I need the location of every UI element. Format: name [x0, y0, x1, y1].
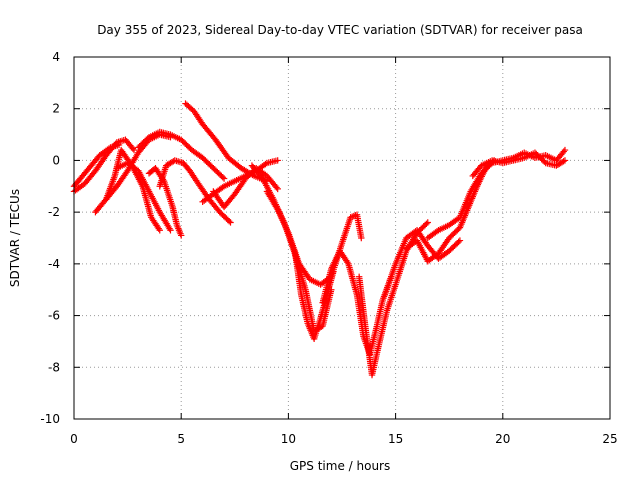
series-arc-11 — [210, 164, 281, 211]
data-point — [456, 237, 464, 244]
data-point — [115, 141, 123, 149]
data-point — [178, 232, 185, 239]
data-point — [167, 227, 174, 234]
data-point — [274, 185, 281, 193]
data-point — [274, 157, 281, 164]
y-tick-label: -10 — [40, 412, 60, 426]
series-arc-20 — [469, 149, 569, 180]
data-point — [130, 146, 138, 154]
series-arc-7 — [156, 157, 234, 226]
plot-frame — [73, 56, 611, 420]
y-axis-label: SDTVAR / TECUs — [8, 189, 22, 287]
data-point — [129, 145, 137, 152]
y-tick-label: 2 — [52, 102, 60, 116]
series-arc-4 — [135, 128, 228, 182]
data-point — [156, 227, 163, 234]
data-point — [273, 184, 280, 191]
data-point — [424, 219, 431, 226]
x-tick-label: 0 — [70, 432, 78, 446]
data-point — [225, 217, 233, 225]
data-point — [455, 238, 462, 246]
data-point — [219, 174, 226, 181]
y-tick-label: 0 — [52, 153, 60, 167]
series-arc-6 — [102, 146, 163, 234]
x-tick-label: 10 — [281, 432, 296, 446]
data-point — [227, 219, 234, 226]
y-tick-label: -2 — [48, 205, 60, 219]
axes: 0 5 10 15 20 25 -10 -8 -6 -4 -2 0 2 4 — [40, 50, 617, 446]
data-point — [560, 148, 567, 155]
x-axis-label: GPS time / hours — [290, 459, 391, 473]
data-point — [358, 234, 365, 242]
x-tick-label: 25 — [602, 432, 617, 446]
data-point — [262, 160, 269, 168]
x-tick-label: 20 — [495, 432, 510, 446]
series-arc-12 — [248, 162, 335, 335]
series-arc-17 — [381, 227, 464, 299]
x-tick-label: 5 — [177, 432, 185, 446]
data-point — [219, 184, 226, 191]
x-tick-label: 15 — [388, 432, 403, 446]
y-tick-label: -6 — [48, 309, 60, 323]
data-point — [561, 146, 569, 154]
series-arc-2 — [70, 141, 123, 190]
data-point — [560, 158, 567, 165]
series-arc-8 — [145, 164, 185, 239]
y-tick-label: -4 — [48, 257, 60, 271]
data-marks — [70, 100, 569, 379]
series-arc-16 — [355, 219, 431, 379]
data-point — [105, 145, 113, 152]
chart-title: Day 355 of 2023, Sidereal Day-to-day VTE… — [97, 23, 583, 37]
data-point — [423, 220, 430, 227]
y-tick-label: 4 — [52, 50, 60, 64]
data-point — [220, 175, 228, 182]
data-point — [433, 228, 441, 235]
y-tick-label: -8 — [48, 360, 60, 374]
data-point — [561, 157, 569, 164]
